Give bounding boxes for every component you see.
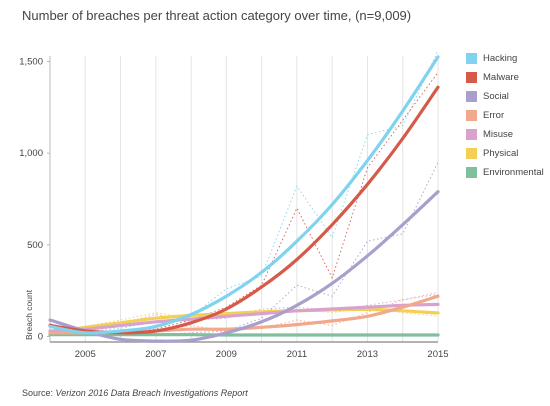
y-tick-label-1500: 1,500 xyxy=(19,57,43,68)
y-tick-label-0: 0 xyxy=(38,332,43,343)
legend-label-misuse: Misuse xyxy=(483,129,514,140)
x-tick-label-2007: 2007 xyxy=(145,349,166,360)
legend-swatch-hacking xyxy=(466,53,477,64)
legend-item-error: Error xyxy=(466,109,550,122)
legend-label-malware: Malware xyxy=(483,72,519,83)
chart-legend: Hacking Malware Social Error Misuse Physical E… xyxy=(466,52,550,185)
legend-label-social: Social xyxy=(483,91,509,102)
raw-line-malware xyxy=(49,72,439,334)
series-line-malware xyxy=(48,85,440,335)
legend-item-misuse: Misuse xyxy=(466,128,550,141)
legend-swatch-error xyxy=(466,110,477,121)
y-axis-title: Breach count xyxy=(24,289,34,340)
legend-item-hacking: Hacking xyxy=(466,52,550,65)
y-tick-label-1000: 1,000 xyxy=(19,148,43,159)
source-prefix: Source: xyxy=(22,388,56,398)
series-line-physical xyxy=(48,307,440,335)
legend-label-error: Error xyxy=(483,110,505,121)
x-tick-label-2011: 2011 xyxy=(287,349,307,360)
legend-swatch-malware xyxy=(466,72,477,83)
x-tick-label-2013: 2013 xyxy=(357,349,378,360)
legend-item-malware: Malware xyxy=(466,71,550,84)
legend-swatch-physical xyxy=(466,148,477,159)
source-report: Verizon 2016 Data Breach Investigations … xyxy=(55,388,248,398)
series-line-misuse xyxy=(48,302,440,333)
legend-item-physical: Physical xyxy=(466,147,550,160)
legend-label-environmental: Environmental xyxy=(483,167,544,178)
series-line-hacking xyxy=(48,55,440,335)
raw-line-social xyxy=(49,162,439,337)
legend-swatch-social xyxy=(466,91,477,102)
legend-label-physical: Physical xyxy=(483,148,519,159)
raw-line-hacking xyxy=(49,50,439,333)
chart-title: Number of breaches per threat action cat… xyxy=(22,8,412,23)
legend-item-social: Social xyxy=(466,90,550,103)
x-tick-label-2015: 2015 xyxy=(427,349,448,360)
x-tick-label-2005: 2005 xyxy=(75,349,96,360)
legend-swatch-misuse xyxy=(466,129,477,140)
legend-item-environmental: Environmental xyxy=(466,166,550,179)
legend-swatch-environmental xyxy=(466,167,477,178)
y-tick-label-500: 500 xyxy=(27,240,43,251)
source-note: Source: Verizon 2016 Data Breach Investi… xyxy=(22,388,248,398)
legend-label-hacking: Hacking xyxy=(483,53,518,64)
x-tick-label-2009: 2009 xyxy=(216,349,237,360)
series-line-social xyxy=(48,190,440,343)
